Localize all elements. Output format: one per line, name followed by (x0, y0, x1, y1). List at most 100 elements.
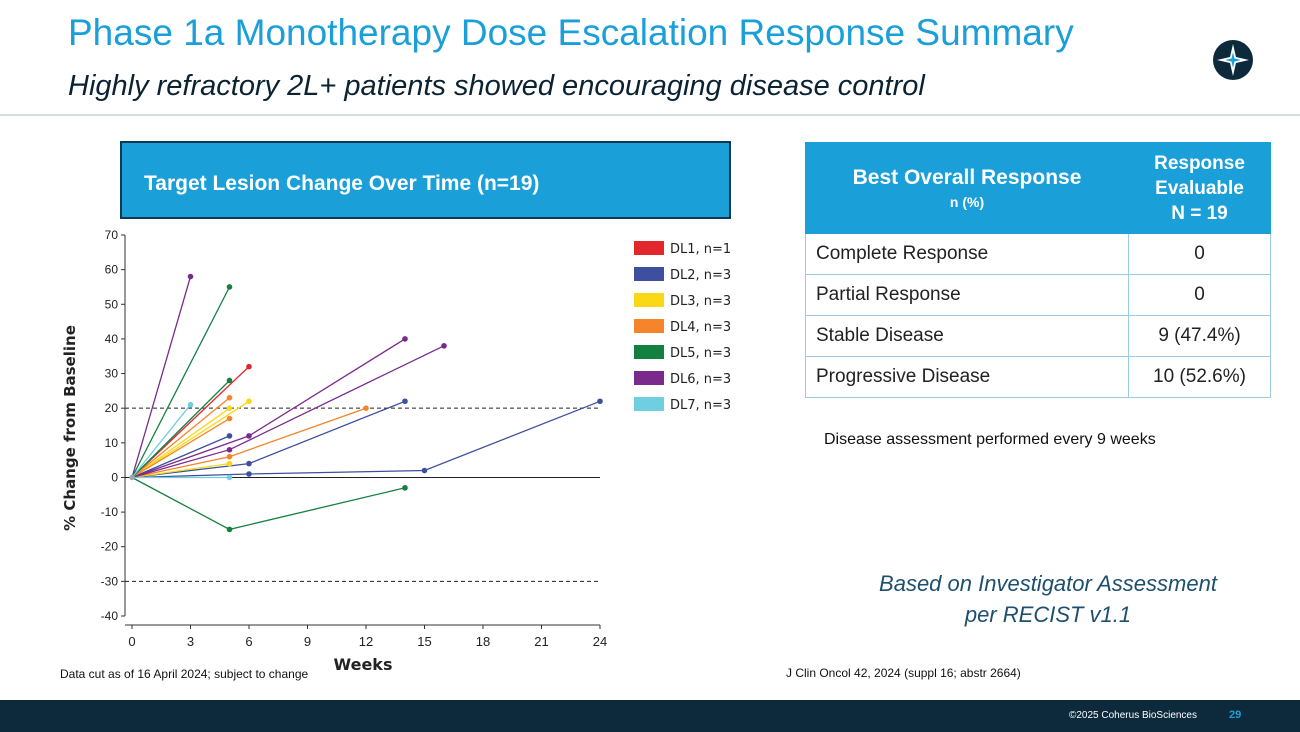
data-point (226, 474, 233, 481)
table-header-evaluable: Response Evaluable N = 19 (1128, 142, 1271, 234)
table-header-row: Best Overall Response n (%) Response Eva… (805, 142, 1271, 234)
basis-line-2: per RECIST v1.1 (964, 602, 1132, 627)
data-point (363, 405, 369, 411)
series-line (131, 404, 192, 478)
table-header-right-3: N = 19 (1171, 202, 1228, 224)
y-tick-label: 0 (111, 470, 118, 484)
response-table: Best Overall Response n (%) Response Eva… (805, 142, 1271, 398)
row-label: Progressive Disease (805, 356, 1129, 398)
row-value: 10 (52.6%) (1128, 356, 1271, 398)
row-value: 0 (1128, 274, 1271, 316)
y-tick-label: -20 (101, 540, 119, 554)
series-line (131, 380, 230, 478)
series-line (131, 286, 231, 478)
series-line (131, 462, 230, 479)
assessment-basis: Based on Investigator Assessment per REC… (848, 568, 1248, 630)
x-tick-label: 15 (417, 634, 431, 649)
row-label: Partial Response (805, 274, 1129, 316)
baseline-point (129, 474, 135, 481)
table-row: Partial Response 0 (805, 274, 1271, 316)
legend-swatch (634, 241, 664, 255)
x-tick-label: 6 (245, 634, 252, 649)
y-tick-label: -30 (101, 574, 119, 588)
data-point (441, 343, 447, 349)
data-point (402, 336, 408, 342)
page-title: Phase 1a Monotherapy Dose Escalation Res… (68, 12, 1074, 53)
data-point (246, 471, 252, 477)
legend-swatch (634, 345, 664, 359)
data-point (226, 460, 233, 467)
legend-label: DL6, n=3 (670, 372, 731, 387)
copyright: ©2025 Coherus BioSciences (1069, 710, 1197, 721)
y-tick-label: -10 (101, 505, 119, 519)
legend-label: DL3, n=3 (670, 294, 731, 309)
row-label: Stable Disease (805, 315, 1129, 357)
x-tick-label: 9 (304, 634, 311, 649)
legend-label: DL2, n=3 (670, 268, 731, 283)
data-point (187, 401, 194, 408)
data-point (246, 363, 252, 370)
data-point (226, 446, 233, 453)
legend-label: DL7, n=3 (670, 398, 731, 413)
data-point (226, 433, 233, 439)
legend-swatch (634, 397, 664, 411)
y-tick-label: 10 (105, 436, 119, 450)
y-tick-label: 60 (105, 263, 119, 277)
legend-label: DL4, n=3 (670, 320, 731, 335)
legend-label: DL1, n=1 (670, 242, 731, 257)
footer-bar: ©2025 Coherus BioSciences 29 (0, 700, 1300, 732)
y-tick-label: 30 (105, 367, 119, 381)
data-point (226, 284, 233, 290)
data-point (226, 405, 233, 411)
legend-label: DL5, n=3 (670, 346, 731, 361)
series-line (131, 407, 230, 479)
table-row: Stable Disease 9 (47.4%) (805, 315, 1271, 357)
y-tick-label: 50 (105, 297, 119, 311)
basis-line-1: Based on Investigator Assessment (879, 571, 1217, 596)
series-line (131, 400, 601, 479)
x-tick-label: 18 (476, 634, 490, 649)
legend-swatch (634, 319, 664, 333)
x-tick-label: 24 (593, 634, 607, 649)
data-point (402, 398, 408, 405)
x-tick-label: 0 (128, 634, 135, 649)
y-tick-label: 20 (105, 401, 119, 415)
table-row: Progressive Disease 10 (52.6%) (805, 356, 1271, 398)
table-header-main: Best Overall Response (852, 166, 1082, 189)
series-line (131, 400, 250, 479)
data-point (246, 460, 252, 467)
data-point (226, 415, 233, 422)
chart-header-label: Target Lesion Change Over Time (n=19) (144, 172, 540, 195)
data-cut-note: Data cut as of 16 April 2024; subject to… (60, 667, 309, 681)
data-point (226, 453, 233, 460)
company-logo-icon (1213, 40, 1253, 80)
row-value: 0 (1128, 233, 1271, 275)
series-line (131, 418, 230, 479)
x-axis-label: Weeks (334, 655, 393, 674)
y-tick-label: -40 (101, 609, 119, 623)
table-row: Complete Response 0 (805, 233, 1271, 275)
series-line (131, 435, 230, 479)
data-point (402, 485, 408, 491)
target-lesion-chart: 70 60 50 40 30 20 10 0 -10 -20 -30 -40 0 3 6 9 12 15 18 21 2… (61, 228, 731, 674)
data-point (187, 273, 194, 280)
data-point (226, 394, 233, 401)
header-divider (0, 114, 1300, 116)
data-point (226, 526, 233, 533)
y-tick-label: 40 (105, 332, 119, 346)
page-subtitle: Highly refractory 2L+ patients showed en… (68, 70, 925, 102)
chart-header: Target Lesion Change Over Time (n=19) (120, 141, 731, 219)
series-line (131, 276, 192, 478)
legend-swatch (634, 293, 664, 307)
y-axis-label: % Change from Baseline (61, 325, 79, 531)
table-header-right-2: Evaluable (1155, 177, 1244, 199)
table-header-sub: n (%) (949, 194, 985, 210)
data-point (246, 398, 252, 405)
row-label: Complete Response (805, 233, 1129, 275)
x-tick-label: 21 (534, 634, 548, 649)
legend-swatch (634, 267, 664, 281)
series-line (131, 476, 406, 531)
y-tick-label: 70 (105, 228, 119, 242)
series-line (131, 397, 230, 479)
assessment-note: Disease assessment performed every 9 wee… (824, 431, 1156, 448)
